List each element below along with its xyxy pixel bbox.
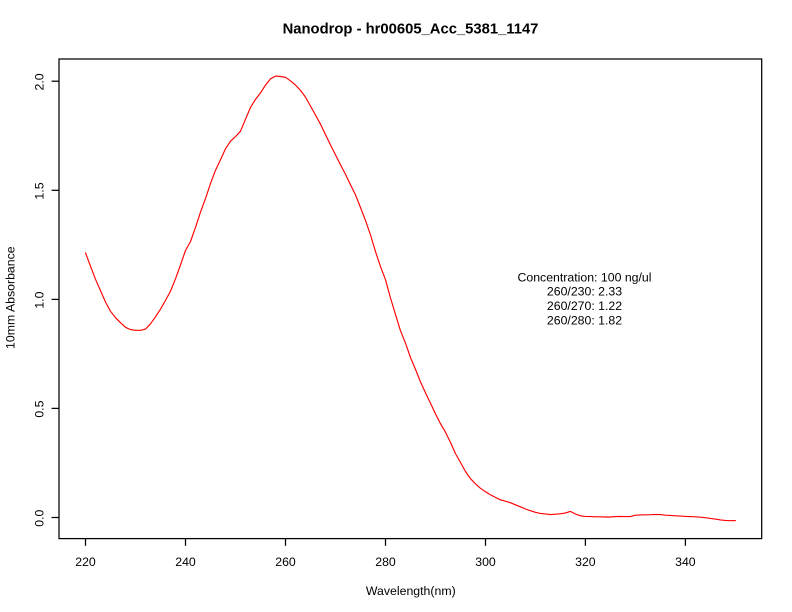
svg-text:0.0: 0.0	[33, 509, 47, 526]
svg-text:260/280: 1.82: 260/280: 1.82	[547, 314, 622, 328]
svg-text:300: 300	[475, 555, 496, 569]
svg-text:240: 240	[175, 555, 196, 569]
svg-text:1.5: 1.5	[33, 182, 47, 199]
svg-text:0.5: 0.5	[33, 400, 47, 417]
svg-text:Nanodrop - hr00605_Acc_5381_11: Nanodrop - hr00605_Acc_5381_1147	[283, 22, 539, 38]
svg-text:260/270: 1.22: 260/270: 1.22	[547, 299, 622, 313]
svg-text:10mm Absorbance: 10mm Absorbance	[3, 246, 17, 349]
svg-text:260: 260	[275, 555, 296, 569]
svg-text:1.0: 1.0	[33, 291, 47, 308]
svg-text:Concentration: 100 ng/ul: Concentration: 100 ng/ul	[518, 270, 652, 284]
svg-text:260/230: 2.33: 260/230: 2.33	[547, 285, 622, 299]
svg-text:Wavelength(nm): Wavelength(nm)	[366, 584, 456, 598]
svg-text:2.0: 2.0	[33, 73, 47, 90]
svg-text:320: 320	[575, 555, 596, 569]
svg-text:280: 280	[375, 555, 396, 569]
svg-text:220: 220	[75, 555, 96, 569]
svg-text:340: 340	[675, 555, 696, 569]
